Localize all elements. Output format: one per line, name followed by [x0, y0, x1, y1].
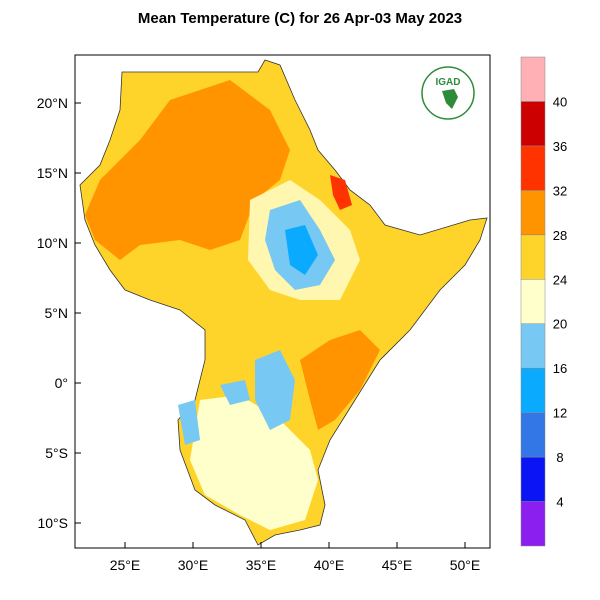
colorbar-label: 4	[556, 495, 563, 510]
colorbar-swatch	[520, 190, 546, 236]
x-tick-label: 30°E	[178, 557, 209, 573]
colorbar-swatch	[520, 412, 546, 458]
colorbar-swatch	[520, 323, 546, 369]
colorbar-swatch	[520, 234, 546, 280]
y-tick-label: 5°S	[45, 445, 68, 461]
colorbar-swatch	[520, 279, 546, 324]
cool-region-tanzania	[190, 395, 318, 530]
colorbar-label: 40	[553, 94, 567, 109]
colorbar-swatch	[520, 145, 546, 191]
x-tick-label: 45°E	[382, 557, 413, 573]
x-tick-label: 40°E	[314, 557, 345, 573]
logo-africa-icon	[442, 89, 458, 109]
colorbar-label: 16	[553, 361, 567, 376]
cold-region-kenya-highlands	[255, 350, 295, 430]
colorbar-swatch	[520, 56, 546, 102]
colorbar-swatch	[520, 101, 546, 147]
colorbar-swatch	[520, 367, 546, 413]
igad-logo: IGAD	[421, 66, 475, 120]
logo-text: IGAD	[436, 77, 461, 88]
coldest-region-ethiopia	[285, 225, 318, 275]
colorbar-swatch	[520, 456, 546, 502]
axis-ticks: 25°E 30°E 35°E 40°E 45°E 50°E 20°N 15°N 10°N 5°N 0…	[37, 95, 481, 573]
y-tick-label: 10°N	[37, 235, 68, 251]
y-tick-label: 15°N	[37, 165, 68, 181]
hot-region-somalia	[300, 330, 380, 430]
y-tick-label: 10°S	[37, 515, 68, 531]
y-tick-label: 5°N	[45, 305, 69, 321]
x-tick-label: 35°E	[246, 557, 277, 573]
x-tick-label: 25°E	[110, 557, 141, 573]
map-title: Mean Temperature (C) for 26 Apr-03 May 2…	[137, 10, 463, 27]
lake-tanganyika	[178, 400, 200, 445]
colorbar-label: 20	[553, 317, 567, 332]
colorbar-label: 12	[553, 406, 567, 421]
colorbar-label: 36	[553, 139, 567, 154]
hot-region-sudan	[85, 80, 290, 260]
colorbar-label: 28	[553, 228, 567, 243]
colorbar-label: 24	[553, 272, 567, 287]
colorbar-swatch	[520, 501, 546, 547]
y-tick-label: 20°N	[37, 95, 68, 111]
x-tick-label: 50°E	[450, 557, 481, 573]
map-land	[79, 59, 488, 546]
hot-region-danakil	[330, 175, 352, 210]
colorbar-label: 32	[553, 183, 567, 198]
lake-victoria	[220, 380, 250, 405]
colorbar: 4 8 12 16 20 24 28 32 36 40	[520, 56, 567, 547]
colorbar-label: 8	[556, 450, 563, 465]
y-tick-label: 0°	[55, 375, 68, 391]
